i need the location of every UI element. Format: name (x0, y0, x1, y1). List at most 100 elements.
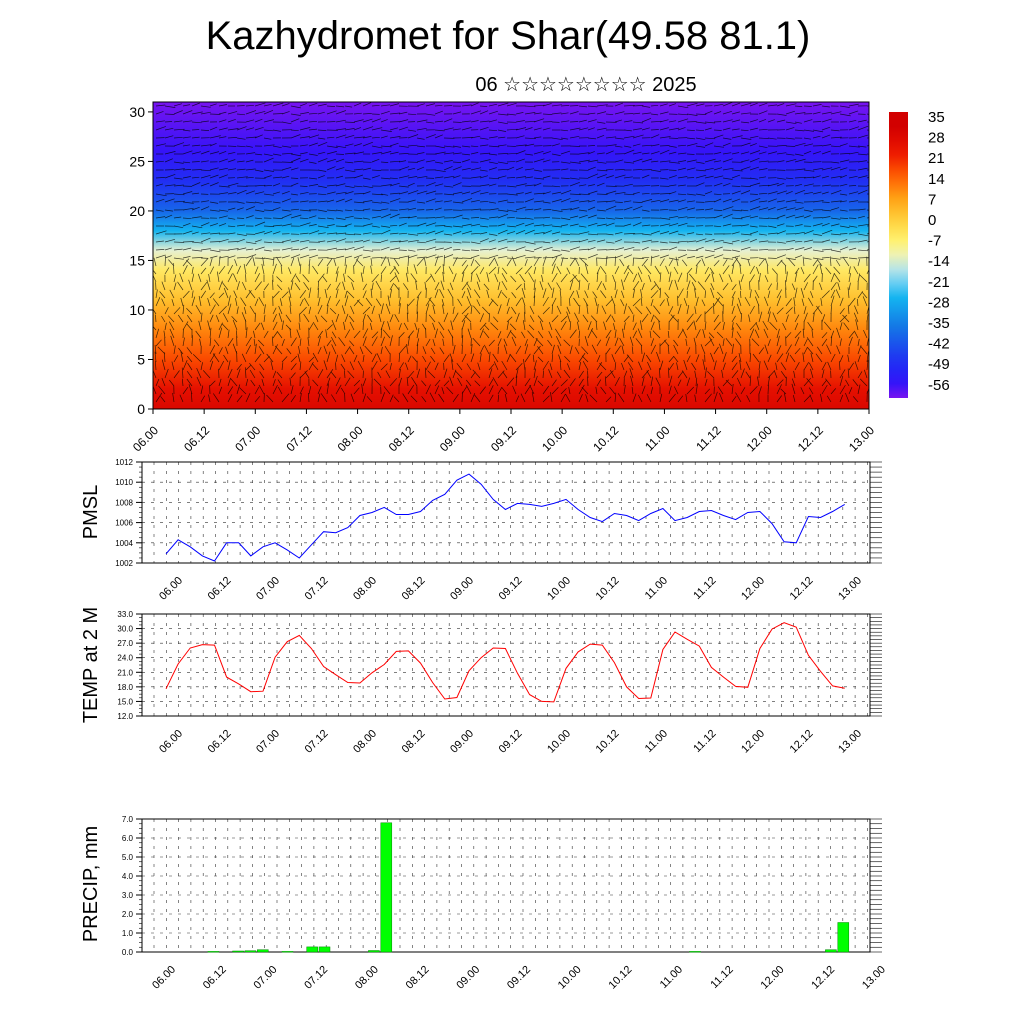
wind-vector (848, 185, 857, 187)
wind-vector (704, 254, 715, 259)
wind-vector (749, 119, 759, 123)
wind-vector (584, 290, 589, 299)
wind-vector (614, 111, 625, 115)
wind-vector (587, 151, 595, 155)
wind-vector (486, 272, 490, 283)
wind-vector (803, 312, 808, 323)
wind-vector (749, 322, 758, 331)
wind-vector (842, 256, 850, 267)
wind-vector (214, 339, 220, 347)
wind-vector (557, 344, 562, 355)
wind-vector (326, 199, 335, 203)
wind-vector (353, 254, 363, 259)
wind-vector (527, 330, 535, 339)
wind-vector (668, 215, 679, 219)
wind-vector (810, 352, 814, 363)
wind-vector (155, 230, 167, 235)
wind-vector (263, 314, 266, 323)
wind-vector (218, 386, 223, 395)
wind-vector (443, 354, 450, 363)
wind-vector (605, 217, 616, 220)
wind-vector (656, 351, 661, 363)
wind-vector (776, 353, 784, 363)
wind-vector (317, 225, 329, 229)
wind-vector (794, 267, 800, 275)
wind-vector (371, 151, 383, 155)
wind-vector (695, 238, 707, 243)
wind-vector (560, 315, 568, 323)
wind-vector (848, 231, 860, 235)
wind-vector (700, 344, 706, 355)
wind-vector (488, 247, 497, 251)
wind-vector (274, 345, 283, 355)
wind-vector (288, 296, 292, 307)
wind-vector (632, 143, 641, 147)
wind-vector (725, 337, 733, 347)
wind-vector (335, 354, 339, 363)
wind-vector (263, 304, 266, 315)
wind-vector (794, 314, 800, 323)
wind-vector (356, 259, 364, 267)
wind-vector (740, 159, 750, 163)
wind-vector (299, 217, 309, 220)
wind-vector (272, 331, 278, 339)
wind-vector (290, 134, 301, 139)
wind-vector (578, 361, 582, 371)
wind-vector (731, 231, 740, 235)
wind-vector (686, 313, 694, 323)
wind-vector (263, 184, 273, 187)
wind-vector (731, 383, 734, 395)
wind-vector (677, 395, 684, 403)
wind-vector (749, 386, 758, 395)
wind-vector (227, 264, 234, 275)
wind-vector (646, 370, 652, 379)
wind-vector (191, 111, 203, 115)
wind-vector (488, 394, 494, 403)
wind-vector (581, 386, 589, 395)
wind-vector (623, 206, 633, 211)
wind-vector (497, 209, 509, 212)
wind-vector (650, 255, 660, 259)
wind-vector (855, 319, 859, 331)
wind-vector (362, 167, 371, 171)
wind-vector (650, 144, 660, 147)
wind-vector (322, 275, 328, 283)
wind-vector (794, 247, 805, 251)
wind-vector (349, 321, 355, 331)
wind-vector (406, 343, 409, 355)
wind-vector (821, 118, 832, 123)
wind-vector (326, 377, 331, 387)
wind-vector (617, 393, 625, 403)
wind-vector (362, 177, 371, 180)
wind-vector (767, 198, 777, 203)
wind-vector (785, 158, 797, 163)
wind-vector (547, 282, 553, 291)
wind-vector (740, 121, 750, 124)
x-tick-label: 09.00 (448, 728, 476, 756)
wind-vector (677, 199, 686, 203)
wind-vector (802, 328, 805, 339)
wind-vector (323, 360, 328, 371)
wind-vector (839, 369, 846, 379)
x-tick-label: 10.00 (545, 728, 573, 756)
wind-vector (350, 393, 355, 403)
wind-vector (317, 232, 326, 235)
wind-vector (410, 273, 418, 283)
wind-vector (209, 135, 221, 139)
wind-vector (254, 118, 263, 123)
wind-vector (590, 315, 598, 323)
wind-vector (623, 303, 627, 315)
wind-vector (236, 160, 245, 163)
wind-vector (551, 225, 562, 228)
wind-vector (821, 257, 830, 259)
wind-vector (524, 344, 529, 355)
wind-vector (820, 298, 823, 307)
wind-vector (281, 166, 292, 171)
wind-vector (263, 109, 274, 115)
wind-vector (362, 355, 365, 363)
wind-vector (632, 201, 643, 203)
wind-vector (221, 281, 229, 291)
wind-vector (335, 198, 345, 203)
wind-vector (506, 306, 510, 315)
wind-vector (686, 377, 691, 387)
